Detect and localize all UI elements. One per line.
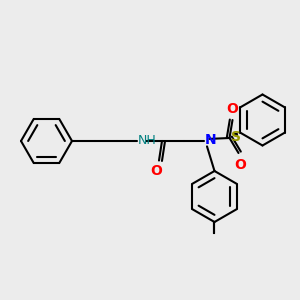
Text: O: O bbox=[234, 158, 246, 172]
Text: N: N bbox=[205, 133, 217, 147]
Text: O: O bbox=[151, 164, 163, 178]
Text: O: O bbox=[226, 101, 238, 116]
Text: NH: NH bbox=[138, 134, 157, 147]
Text: S: S bbox=[231, 130, 241, 144]
